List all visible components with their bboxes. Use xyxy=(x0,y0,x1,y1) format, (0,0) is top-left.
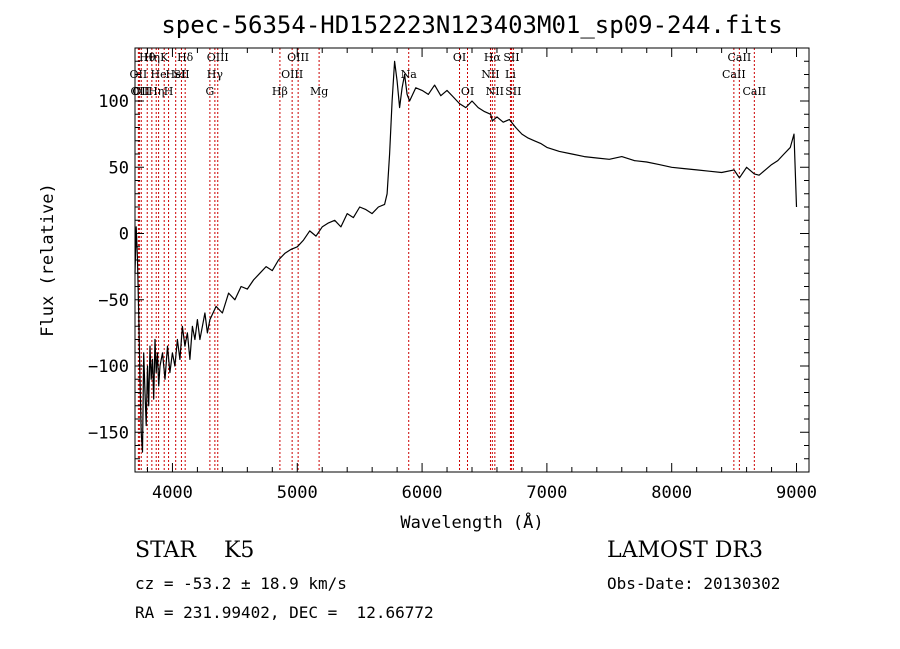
x-axis-label: Wavelength (Å) xyxy=(400,511,543,533)
spectrum-series xyxy=(134,60,798,453)
x-tick-label: 4000 xyxy=(152,483,193,503)
x-tick-label: 9000 xyxy=(776,483,817,503)
redshift-value: cz = -53.2 ± 18.9 km/s xyxy=(135,574,347,593)
spectral-line-markers xyxy=(137,48,755,472)
line-label-3: Hθ xyxy=(139,51,156,64)
line-label-27: SII xyxy=(505,85,521,98)
line-label-22: NII xyxy=(481,68,499,81)
line-label-13: Hγ xyxy=(207,68,224,81)
y-tick-label: −100 xyxy=(88,357,129,377)
line-label-4: Hη xyxy=(144,51,160,64)
x-tick-label: 7000 xyxy=(526,483,567,503)
line-label-20: OI xyxy=(453,51,466,64)
line-label-26: SII xyxy=(503,51,519,64)
line-label-5: Hη xyxy=(148,85,164,98)
line-label-30: CaII xyxy=(742,85,766,98)
y-tick-label: 100 xyxy=(98,92,129,112)
observation-date: Obs-Date: 20130302 xyxy=(607,574,781,593)
line-label-10: SII xyxy=(173,68,189,81)
y-tick-label: 50 xyxy=(109,158,129,178)
line-label-14: OIII xyxy=(207,51,229,64)
object-class: STAR K5 xyxy=(135,538,255,563)
line-label-15: Hβ xyxy=(272,85,288,98)
line-label-28: CaII xyxy=(722,68,746,81)
line-label-7: K xyxy=(160,51,169,64)
line-label-29: CaII xyxy=(728,51,752,64)
x-axis: 4000 5000 6000 7000 8000 9000 xyxy=(146,48,817,503)
line-label-9: HeI xyxy=(165,68,185,81)
spectrum-chart: spec-56354-HD152223N123403M01_sp09-244.f… xyxy=(38,11,817,533)
line-label-23: Hα xyxy=(484,51,502,64)
line-label-11: Hδ xyxy=(177,51,194,64)
line-label-6: He xyxy=(151,68,167,81)
survey-name: LAMOST DR3 xyxy=(607,538,763,563)
coordinates: RA = 231.99402, DEC = 12.66772 xyxy=(135,603,434,622)
spectrum-line xyxy=(134,60,798,453)
y-tick-label: −150 xyxy=(88,423,129,443)
x-tick-label: 8000 xyxy=(651,483,692,503)
y-tick-label: 0 xyxy=(119,225,129,245)
y-axis: −150 −100 −50 0 50 100 xyxy=(88,47,809,460)
x-tick-label: 5000 xyxy=(277,483,318,503)
line-label-8: H xyxy=(164,85,174,98)
line-label-19: Na xyxy=(401,68,418,81)
plot-frame xyxy=(134,47,810,473)
y-tick-label: −50 xyxy=(98,291,129,311)
line-label-17: OIII xyxy=(287,51,309,64)
line-label-16: OIII xyxy=(281,68,303,81)
line-label-21: OI xyxy=(461,85,474,98)
line-label-24: NII xyxy=(486,85,504,98)
y-axis-label: Flux (relative) xyxy=(38,183,58,337)
x-tick-label: 6000 xyxy=(402,483,443,503)
chart-title: spec-56354-HD152223N123403M01_sp09-244.f… xyxy=(161,11,782,39)
line-label-18: Mg xyxy=(310,85,328,98)
line-label-25: Li xyxy=(505,68,516,81)
line-label-12: G xyxy=(205,85,214,98)
